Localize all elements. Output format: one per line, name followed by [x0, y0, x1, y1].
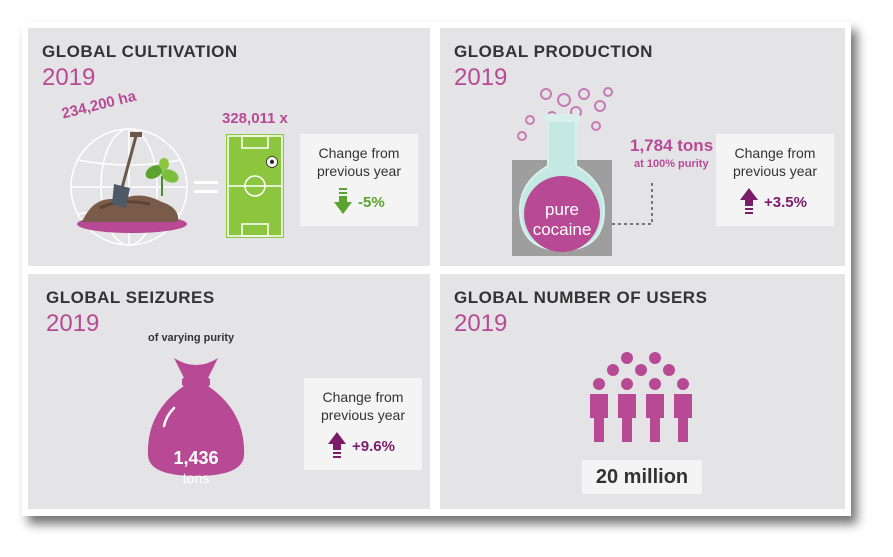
seizures-amount: 1,436	[173, 448, 219, 468]
soil-mound-icon	[77, 195, 187, 233]
football-fields-label: 328,011 x	[222, 110, 288, 127]
seizures-unit: tons	[182, 470, 210, 486]
up-arrow-icon	[328, 432, 346, 458]
dashed-connector	[612, 180, 653, 225]
seizures-change-box: Change from previous year +9.6%	[304, 378, 422, 470]
change-label-line1: Change from	[318, 145, 400, 161]
seizures-change-value: +9.6%	[352, 438, 395, 455]
seizures-note: of varying purity	[148, 332, 235, 344]
change-label-line1: Change from	[322, 389, 404, 405]
production-panel: GLOBAL PRODUCTION 2019 pure	[440, 28, 845, 266]
cultivation-title: GLOBAL CULTIVATION	[42, 42, 238, 61]
equals-icon	[194, 181, 218, 193]
football-icon	[266, 156, 278, 168]
people-icon	[590, 352, 692, 442]
production-year: 2019	[454, 64, 508, 91]
cultivation-year: 2019	[42, 64, 96, 91]
seizures-title: GLOBAL SEIZURES	[46, 288, 215, 307]
users-count-box: 20 million	[582, 460, 702, 494]
football-field-icon	[226, 134, 284, 238]
production-amount: 1,784 tons	[630, 136, 714, 155]
change-label-line2: previous year	[732, 163, 818, 179]
infographic-frame: GLOBAL CULTIVATION 2019 234,200 ha	[22, 22, 851, 516]
seizures-year: 2019	[46, 310, 100, 337]
money-bag-icon	[147, 358, 245, 476]
change-label-line1: Change from	[734, 145, 816, 161]
plant-icon	[145, 158, 179, 196]
cultivation-area-label: 234,200 ha	[60, 87, 138, 123]
flask-label: pure cocaine	[524, 200, 600, 240]
down-arrow-icon	[334, 188, 352, 214]
up-arrow-icon	[740, 188, 758, 214]
production-purity: at 100% purity	[634, 158, 709, 170]
seizures-panel: GLOBAL SEIZURES 2019 of varying purity 1…	[28, 274, 430, 509]
production-change-value: +3.5%	[764, 194, 807, 211]
users-panel: GLOBAL NUMBER OF USERS 2019	[440, 274, 845, 509]
change-label-line2: previous year	[320, 407, 406, 423]
cultivation-panel: GLOBAL CULTIVATION 2019 234,200 ha	[28, 28, 430, 266]
cultivation-change-value: -5%	[358, 194, 385, 211]
users-count: 20 million	[595, 466, 689, 488]
production-title: GLOBAL PRODUCTION	[454, 42, 653, 61]
shovel-icon	[112, 132, 142, 208]
cultivation-change-box: Change from previous year -5%	[300, 134, 418, 226]
production-change-box: Change from previous year +3.5%	[716, 134, 834, 226]
users-title: GLOBAL NUMBER OF USERS	[454, 288, 708, 307]
flask-label-line2: cocaine	[532, 220, 592, 239]
users-year: 2019	[454, 310, 508, 337]
flask-label-line1: pure	[544, 200, 580, 219]
flask-icon	[512, 114, 612, 256]
change-label-line2: previous year	[316, 163, 402, 179]
